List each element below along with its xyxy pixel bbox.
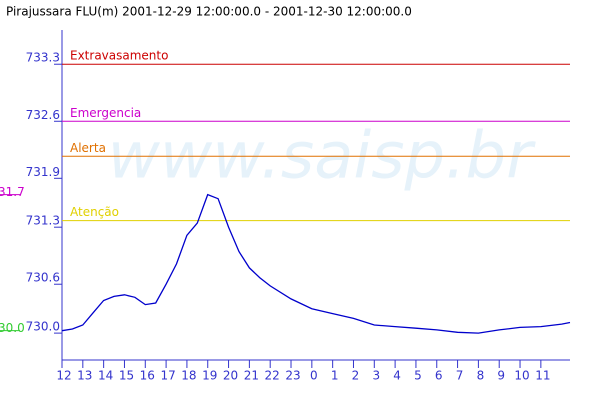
y-tick-label: 731.3 — [26, 214, 60, 228]
x-tick-label: 9 — [497, 369, 505, 383]
x-tick-label: 3 — [372, 369, 380, 383]
y-tick-label: 732.6 — [26, 108, 60, 122]
x-tick-label: 1 — [331, 369, 339, 383]
x-tick-label: 8 — [477, 369, 485, 383]
x-tick-label: 5 — [414, 369, 422, 383]
y-tick-label: 731.9 — [26, 165, 60, 179]
x-tick-label: 11 — [535, 369, 550, 383]
x-tick-label: 13 — [77, 369, 92, 383]
x-tick-label: 20 — [223, 369, 238, 383]
x-tick-label: 17 — [160, 369, 175, 383]
x-tick-label: 15 — [119, 369, 134, 383]
threshold-label: Alerta — [70, 141, 106, 155]
x-tick-label: 12 — [56, 369, 71, 383]
y-tick-label: 730.0 — [26, 320, 60, 334]
x-tick-label: 2 — [352, 369, 360, 383]
threshold-label: Emergencia — [70, 106, 141, 120]
x-tick-label: 16 — [140, 369, 155, 383]
x-tick-label: 19 — [202, 369, 217, 383]
chart-title: Pirajussara FLU(m) 2001-12-29 12:00:00.0… — [6, 5, 412, 19]
extreme-label: 31.7 — [0, 185, 25, 199]
y-tick-label: 733.3 — [26, 51, 60, 65]
x-tick-label: 7 — [456, 369, 464, 383]
x-tick-label: 18 — [181, 369, 196, 383]
x-tick-label: 4 — [393, 369, 401, 383]
x-tick-label: 10 — [514, 369, 529, 383]
x-tick-label: 14 — [98, 369, 113, 383]
extreme-label: 30.0 — [0, 321, 25, 335]
x-tick-label: 23 — [285, 369, 300, 383]
x-tick-label: 0 — [310, 369, 318, 383]
x-tick-label: 21 — [244, 369, 259, 383]
y-tick-label: 730.6 — [26, 271, 60, 285]
data-line — [61, 193, 571, 334]
x-tick-label: 22 — [265, 369, 280, 383]
threshold-label: Atenção — [70, 205, 119, 219]
threshold-label: Extravasamento — [70, 49, 168, 63]
x-tick-label: 6 — [435, 369, 443, 383]
